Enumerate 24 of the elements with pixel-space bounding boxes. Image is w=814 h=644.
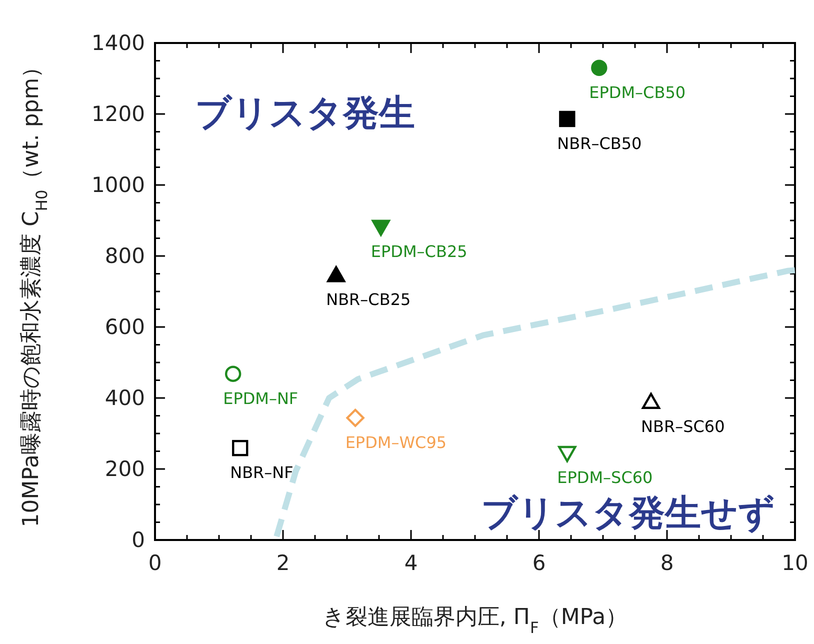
annotation: ブリスタ発生 bbox=[195, 93, 415, 134]
series-label: EPDM–CB50 bbox=[589, 82, 686, 102]
y-tick-label: 200 bbox=[104, 457, 145, 481]
series-label: EPDM–CB25 bbox=[370, 242, 468, 261]
y-tick-label: 600 bbox=[104, 315, 145, 339]
x-axis-title: き裂進展臨界内圧, Π$_{F}$（MPa） bbox=[322, 605, 628, 637]
point bbox=[591, 60, 608, 76]
point bbox=[224, 366, 242, 382]
point bbox=[372, 220, 390, 236]
x-tick-label: 4 bbox=[404, 551, 418, 575]
y-tick-label: 800 bbox=[104, 244, 145, 268]
x-tick-label: 2 bbox=[276, 551, 290, 575]
x-tick-label: 8 bbox=[660, 551, 674, 575]
y-tick-label: 1400 bbox=[92, 31, 145, 55]
y-tick-label: 1200 bbox=[92, 102, 145, 126]
point bbox=[559, 110, 576, 128]
x-tick-label: 10 bbox=[782, 551, 808, 575]
x-tick-label: 0 bbox=[148, 551, 162, 575]
y-tick-label: 0 bbox=[132, 528, 145, 552]
y-tick-label: 1000 bbox=[92, 173, 145, 197]
point bbox=[232, 440, 248, 456]
series-label: NBR–CB50 bbox=[557, 134, 642, 153]
x-tick-label: 6 bbox=[532, 551, 546, 575]
y-tick-label: 400 bbox=[104, 386, 145, 410]
